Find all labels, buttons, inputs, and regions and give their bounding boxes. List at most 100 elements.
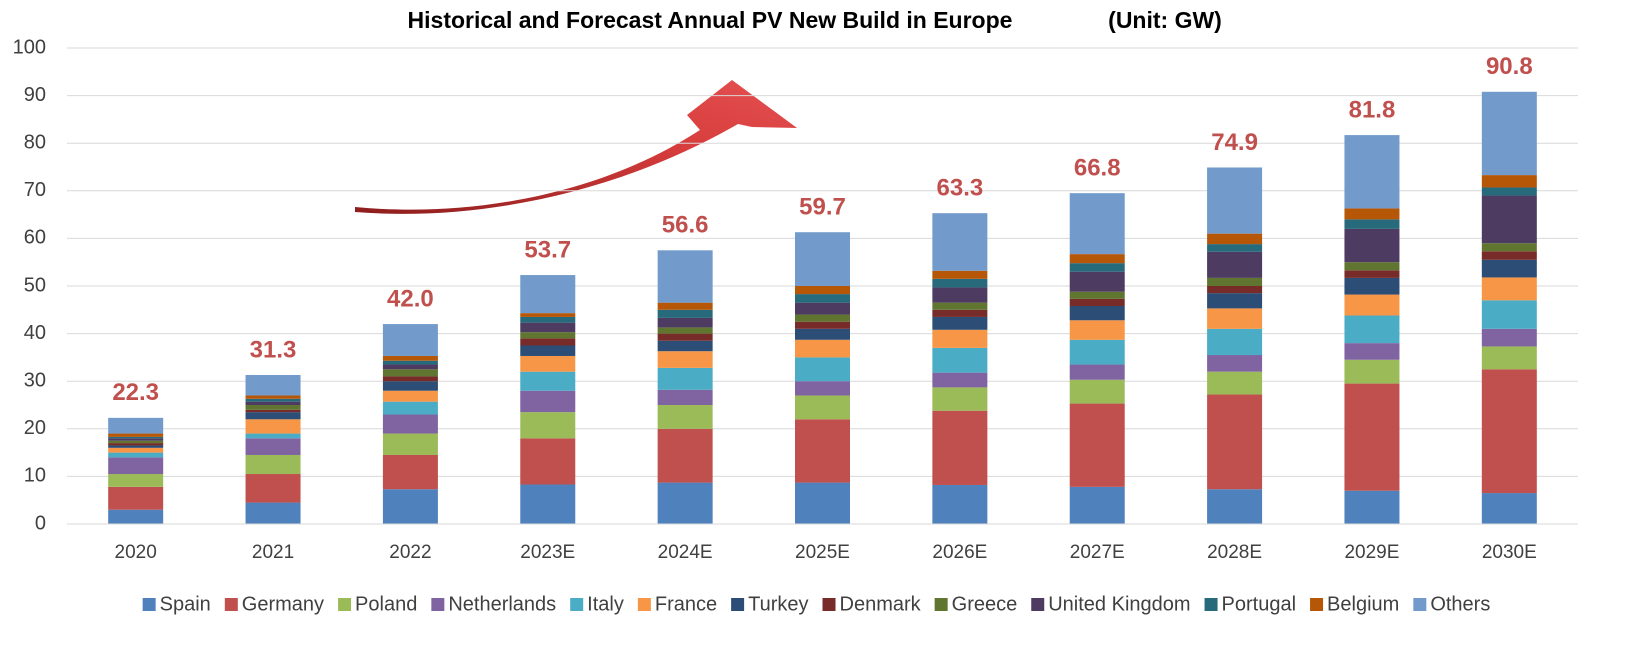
bar-segment xyxy=(1207,329,1262,355)
bar-segment xyxy=(1207,372,1262,395)
bar-segment xyxy=(108,443,163,445)
bar-segment xyxy=(1482,243,1537,251)
y-tick-label: 90 xyxy=(24,84,46,106)
legend-label: Spain xyxy=(160,593,211,615)
legend-label: Portugal xyxy=(1222,593,1297,615)
bar-segment xyxy=(383,369,438,376)
total-label: 66.8 xyxy=(1074,155,1121,182)
bar-segment xyxy=(1344,491,1399,524)
bar-segment xyxy=(1207,167,1262,233)
legend-label: Italy xyxy=(587,593,624,615)
bar-segment xyxy=(795,381,850,395)
bar-segment xyxy=(1070,340,1125,365)
legend-swatch xyxy=(1310,598,1323,611)
bar-segment xyxy=(932,271,987,279)
bar-segment xyxy=(932,317,987,330)
bar-segment xyxy=(246,410,301,412)
page: Historical and Forecast Annual PV New Bu… xyxy=(0,0,1633,647)
x-tick-label: 2022 xyxy=(389,542,431,563)
y-tick-label: 80 xyxy=(24,131,46,153)
legend-label: Germany xyxy=(242,593,324,615)
bar-segment xyxy=(1070,365,1125,380)
bar-segment xyxy=(383,324,438,356)
x-tick-label: 2025E xyxy=(795,542,850,563)
bar-segment xyxy=(383,381,438,391)
total-label: 22.3 xyxy=(112,379,159,406)
bar-segment xyxy=(108,438,163,440)
y-tick-label: 0 xyxy=(35,512,46,534)
y-tick-label: 10 xyxy=(24,465,46,487)
y-tick-label: 20 xyxy=(24,417,46,439)
bar-segment xyxy=(658,405,713,429)
bar-segment xyxy=(795,419,850,482)
bar-segment xyxy=(1482,346,1537,369)
bar-segment xyxy=(795,303,850,315)
legend-label: Belgium xyxy=(1327,593,1399,615)
bar-segment xyxy=(1344,135,1399,208)
bar-segment xyxy=(658,327,713,333)
legend-swatch xyxy=(1031,598,1044,611)
bar-segment xyxy=(108,418,163,434)
bar-segment xyxy=(1207,244,1262,252)
legend-label: Denmark xyxy=(840,593,922,615)
bar-segment xyxy=(246,395,301,398)
bar-segment xyxy=(246,402,301,405)
y-tick-label: 100 xyxy=(13,36,46,58)
bar-segment xyxy=(246,399,301,402)
legend-swatch xyxy=(143,598,156,611)
y-tick-label: 40 xyxy=(24,322,46,344)
bar-segment xyxy=(932,485,987,524)
bar-segment xyxy=(383,402,438,415)
legend-swatch xyxy=(431,598,444,611)
x-tick-label: 2020 xyxy=(115,542,157,563)
total-label: 63.3 xyxy=(937,175,984,202)
x-tick-label: 2023E xyxy=(520,542,575,563)
bar-segment xyxy=(658,390,713,405)
legend-swatch xyxy=(731,598,744,611)
bar-segment xyxy=(932,213,987,271)
bar-segment xyxy=(1482,260,1537,278)
legend-swatch xyxy=(638,598,651,611)
bar-segment xyxy=(383,415,438,434)
total-label: 31.3 xyxy=(250,336,297,363)
bar-segment xyxy=(658,250,713,302)
total-label: 74.9 xyxy=(1211,129,1258,156)
bar-segment xyxy=(108,453,163,458)
bar-segment xyxy=(383,455,438,489)
bar-segment xyxy=(658,368,713,390)
bar-segment xyxy=(383,356,438,361)
bar-segment xyxy=(246,419,301,433)
bar-segment xyxy=(1207,234,1262,244)
bar-segment xyxy=(795,232,850,286)
bar-segment xyxy=(795,322,850,329)
bar-segment xyxy=(1482,92,1537,175)
bar-segment xyxy=(1207,278,1262,286)
bar-segment xyxy=(795,329,850,340)
bar-segment xyxy=(932,310,987,317)
bar-segment xyxy=(795,483,850,524)
bar-segment xyxy=(795,315,850,322)
legend-label: Others xyxy=(1430,593,1490,615)
y-tick-label: 70 xyxy=(24,179,46,201)
legend-swatch xyxy=(823,598,836,611)
x-tick-label: 2021 xyxy=(252,542,294,563)
bar-segment xyxy=(1482,187,1537,195)
x-tick-label: 2027E xyxy=(1070,542,1125,563)
bar-segment xyxy=(795,294,850,303)
bar-segment xyxy=(658,318,713,328)
bar-segment xyxy=(1344,262,1399,270)
legend-swatch xyxy=(1205,598,1218,611)
bar-segment xyxy=(1207,355,1262,372)
bar-segment xyxy=(108,510,163,524)
bar-segment xyxy=(1070,487,1125,524)
bar-segment xyxy=(1344,229,1399,262)
bar-segment xyxy=(520,332,575,338)
bar-segment xyxy=(1344,360,1399,384)
bar-segment xyxy=(520,338,575,345)
bar-segment xyxy=(1207,489,1262,524)
legend-label: Greece xyxy=(952,593,1018,615)
chart-subtitle: (Unit: GW) xyxy=(1108,7,1222,33)
legend-label: United Kingdom xyxy=(1048,593,1190,615)
bar-segment xyxy=(383,489,438,524)
bar-segment xyxy=(383,365,438,370)
